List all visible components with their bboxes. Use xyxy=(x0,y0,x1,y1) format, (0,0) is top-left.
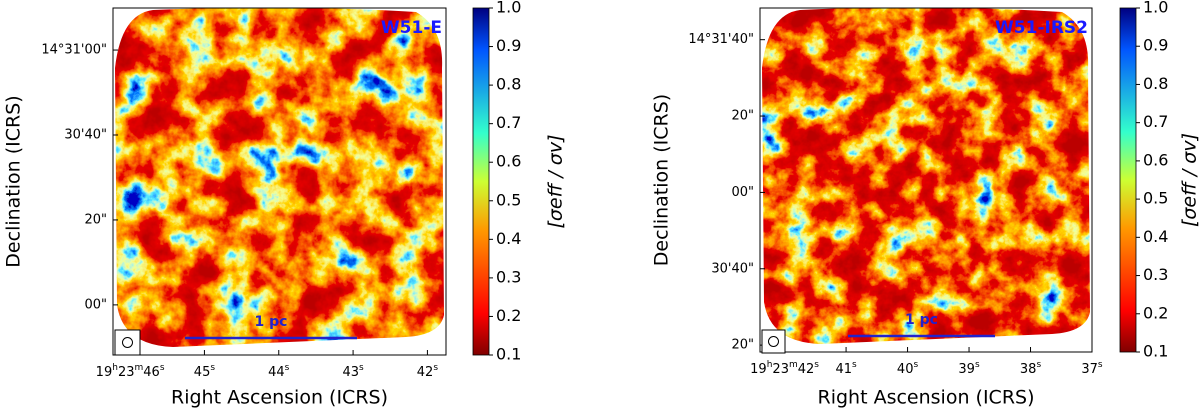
colorbar-tick-label: 0.9 xyxy=(496,36,521,55)
y-tick-label: 30'40" xyxy=(711,261,754,276)
y-tick-label: 14°31'00" xyxy=(41,43,107,58)
colorbar-label: [σeff / σv] xyxy=(1179,133,1200,227)
colorbar-tick-label: 0.2 xyxy=(1143,303,1168,322)
x-axis-label: Right Ascension (ICRS) xyxy=(171,387,388,409)
y-axis-label: Declination (ICRS) xyxy=(3,95,25,267)
map-title: W51-E xyxy=(381,18,442,38)
map-image xyxy=(762,8,1090,345)
colorbar-tick-label: 0.5 xyxy=(1143,189,1168,208)
beam xyxy=(768,336,779,347)
y-tick-label: 20" xyxy=(84,212,107,227)
map-title: W51-IRS2 xyxy=(995,18,1088,38)
colorbar-tick-label: 0.6 xyxy=(1143,150,1168,169)
y-tick-label: 00" xyxy=(731,185,754,200)
colorbar-tick-label: 0.4 xyxy=(496,229,521,248)
colorbar-tick-label: 0.1 xyxy=(496,345,521,364)
y-tick-label: 00" xyxy=(84,297,107,312)
colorbar-tick-label: 0.7 xyxy=(1143,112,1168,131)
colorbar-tick-label: 1.0 xyxy=(1143,0,1168,17)
y-tick-label: 14°31'40" xyxy=(688,32,754,47)
beam-box xyxy=(761,329,786,354)
colorbar-tick-label: 0.9 xyxy=(1143,36,1168,55)
x-tick-label: 38s xyxy=(1020,360,1042,377)
colorbar-tick-label: 0.6 xyxy=(496,152,521,171)
colorbar xyxy=(472,7,490,356)
map-image xyxy=(115,8,444,348)
colorbar-tick-label: 0.4 xyxy=(1143,227,1168,246)
scale-bar-label: 1 pc xyxy=(255,314,288,330)
beam xyxy=(122,337,133,348)
colorbar-tick-label: 1.0 xyxy=(496,0,521,17)
x-tick-label: 37s xyxy=(1081,360,1103,377)
x-tick-label: 45s xyxy=(194,363,216,380)
y-tick-label: 20" xyxy=(731,109,754,124)
colorbar-tick-label: 0.8 xyxy=(1143,74,1168,93)
colorbar-tick-label: 0.3 xyxy=(496,267,521,286)
y-tick-label: 20" xyxy=(731,338,754,353)
colorbar-tick-label: 0.7 xyxy=(496,113,521,132)
y-tick-label: 30'40" xyxy=(64,127,107,142)
x-tick-label: 43s xyxy=(342,363,364,380)
x-tick-label: 39s xyxy=(958,360,980,377)
axes-frame xyxy=(112,7,447,356)
axes-frame xyxy=(759,7,1093,353)
colorbar-tick-label: 0.5 xyxy=(496,190,521,209)
x-tick-label: 42s xyxy=(417,363,439,380)
x-tick-label: 44s xyxy=(268,363,290,380)
x-axis-label: Right Ascension (ICRS) xyxy=(818,387,1035,409)
colorbar-tick-label: 0.3 xyxy=(1143,265,1168,284)
colorbar-tick-label: 0.8 xyxy=(496,75,521,94)
colorbar-tick-label: 0.1 xyxy=(1143,342,1168,361)
x-tick-label: 19h23m42s xyxy=(750,360,819,377)
colorbar-label: [σeff / σv] xyxy=(545,134,567,228)
colorbar-tick-label: 0.2 xyxy=(496,306,521,325)
beam-box xyxy=(114,329,141,356)
x-tick-label: 19h23m46s xyxy=(96,363,165,380)
colorbar xyxy=(1119,7,1137,353)
x-tick-label: 40s xyxy=(897,360,919,377)
scale-bar-label: 1 pc xyxy=(905,312,938,328)
x-tick-label: 41s xyxy=(835,360,857,377)
y-axis-label: Declination (ICRS) xyxy=(651,94,673,266)
